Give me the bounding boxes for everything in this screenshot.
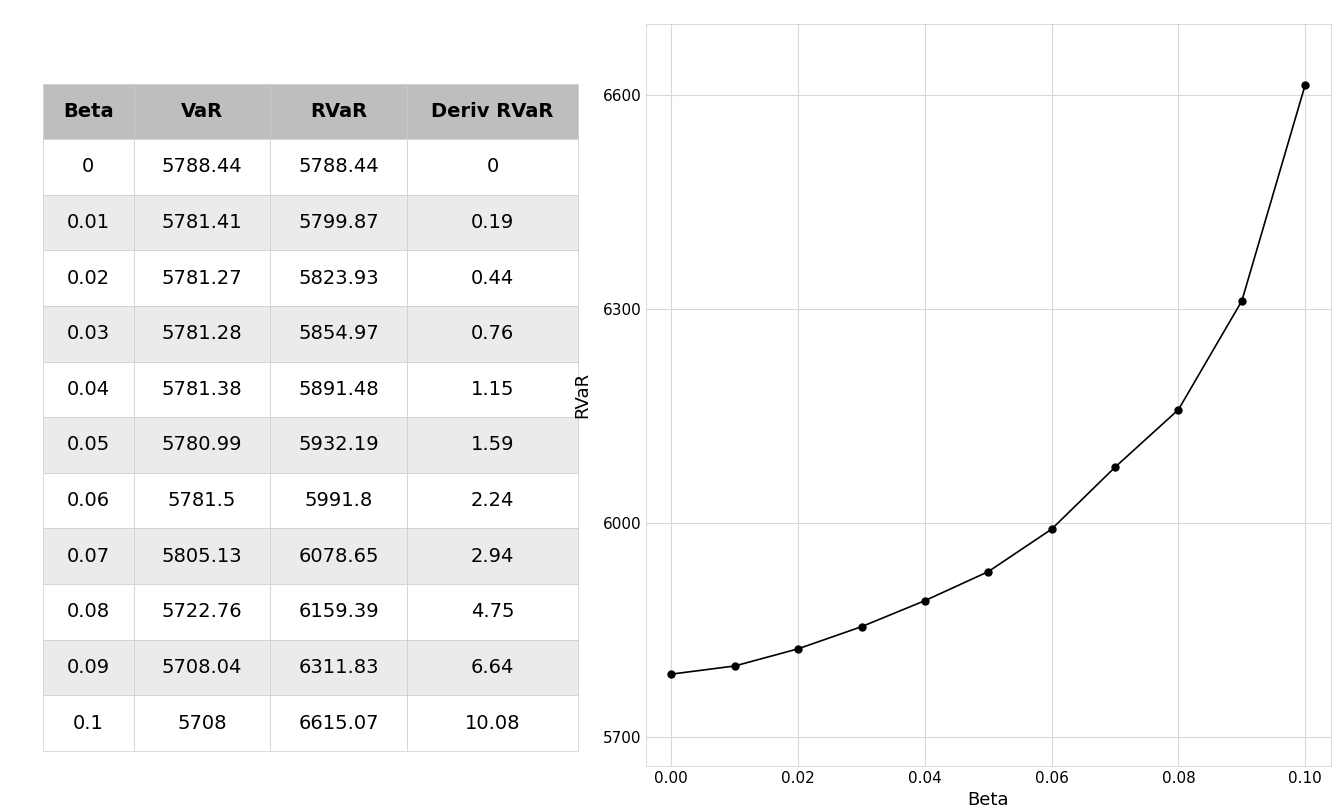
X-axis label: Beta: Beta bbox=[968, 791, 1009, 806]
Y-axis label: RVaR: RVaR bbox=[574, 372, 591, 418]
